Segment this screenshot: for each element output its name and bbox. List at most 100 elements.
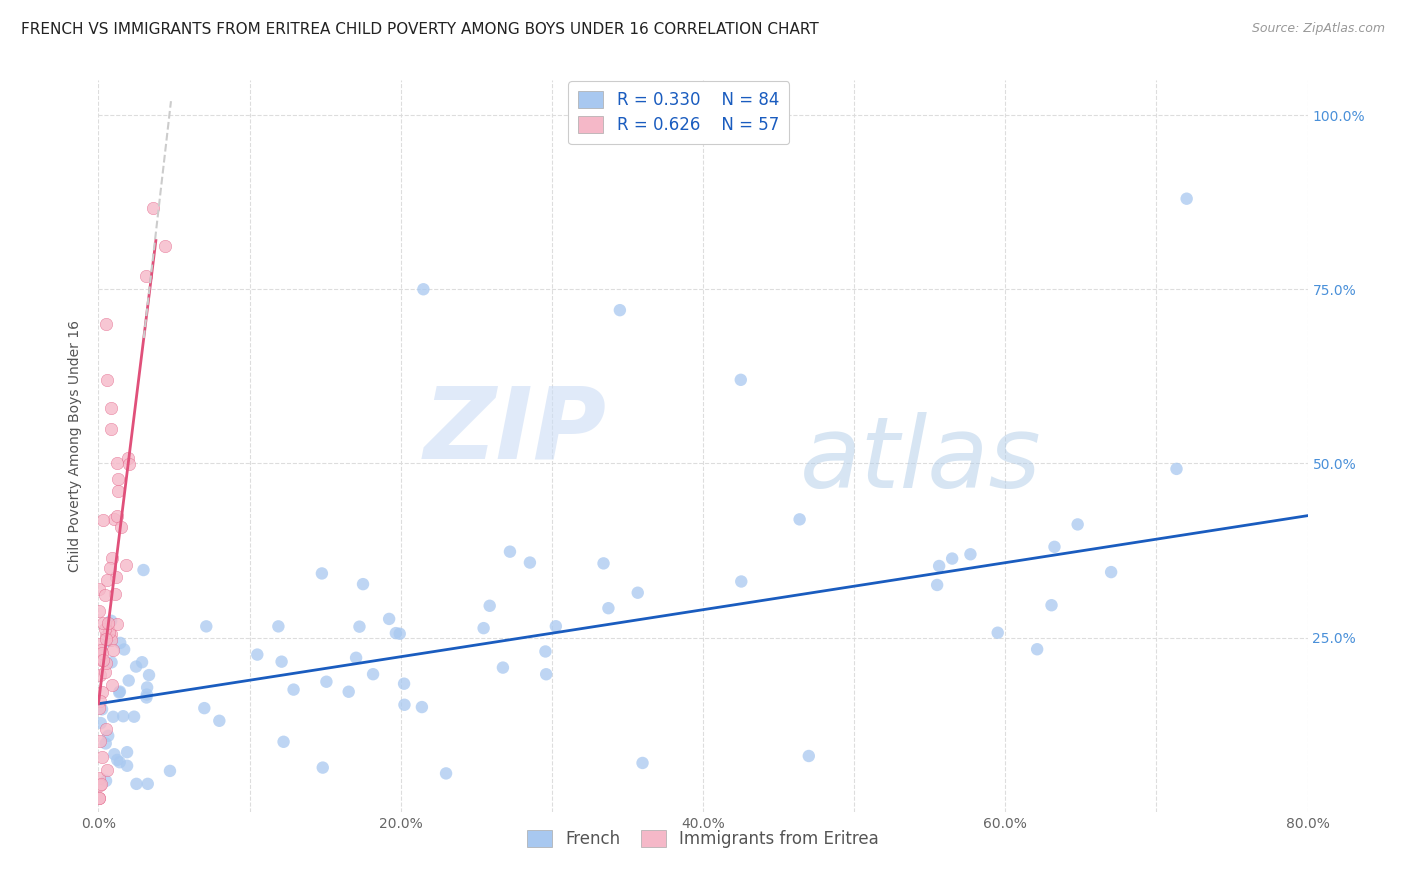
Point — [117, 451, 139, 466]
Point — [108, 685, 131, 699]
Point — [107, 484, 129, 499]
Point — [125, 777, 148, 791]
Point — [110, 636, 132, 650]
Point — [118, 673, 141, 688]
Point — [125, 659, 148, 673]
Text: atlas: atlas — [800, 412, 1042, 509]
Point — [98, 561, 121, 575]
Point — [108, 756, 131, 770]
Point — [941, 551, 963, 566]
Point — [267, 619, 290, 633]
Point — [1175, 192, 1198, 206]
Point — [135, 688, 157, 702]
Point — [797, 749, 820, 764]
Point — [544, 619, 567, 633]
Point — [1040, 598, 1063, 612]
Point — [96, 722, 118, 736]
Point — [195, 619, 218, 633]
Point — [122, 709, 145, 723]
Point — [97, 729, 120, 743]
Legend: French, Immigrants from Eritrea: French, Immigrants from Eritrea — [520, 823, 886, 855]
Point — [193, 701, 215, 715]
Point — [349, 620, 371, 634]
Point — [96, 763, 118, 777]
Point — [208, 714, 231, 728]
Point — [361, 667, 384, 681]
Point — [112, 642, 135, 657]
Point — [89, 771, 111, 785]
Point — [135, 690, 157, 705]
Point — [89, 790, 111, 805]
Point — [91, 702, 114, 716]
Point — [97, 634, 120, 648]
Point — [311, 566, 333, 581]
Point — [100, 614, 122, 628]
Point — [90, 646, 112, 660]
Point — [90, 642, 112, 657]
Point — [105, 616, 128, 631]
Point — [91, 615, 114, 630]
Point — [136, 681, 159, 695]
Point — [246, 648, 269, 662]
Point — [96, 373, 118, 387]
Point — [89, 668, 111, 682]
Point — [104, 587, 127, 601]
Point — [110, 520, 132, 534]
Point — [101, 710, 124, 724]
Point — [1066, 517, 1088, 532]
Point — [89, 701, 111, 715]
Point — [344, 650, 367, 665]
Point — [609, 303, 631, 318]
Point — [337, 684, 360, 698]
Point — [492, 660, 515, 674]
Point — [987, 625, 1010, 640]
Point — [534, 667, 557, 681]
Point — [89, 637, 111, 651]
Point — [90, 653, 112, 667]
Text: Source: ZipAtlas.com: Source: ZipAtlas.com — [1251, 22, 1385, 36]
Point — [142, 201, 165, 215]
Point — [107, 508, 129, 523]
Point — [270, 655, 292, 669]
Point — [959, 547, 981, 561]
Point — [385, 626, 408, 640]
Point — [283, 682, 305, 697]
Point — [1043, 540, 1066, 554]
Point — [100, 551, 122, 566]
Point — [394, 698, 416, 712]
Point — [730, 574, 752, 589]
Point — [94, 622, 117, 636]
Point — [115, 745, 138, 759]
Point — [90, 685, 112, 699]
Point — [273, 735, 295, 749]
Point — [159, 764, 181, 778]
Point — [1166, 462, 1188, 476]
Point — [90, 750, 112, 764]
Point — [155, 239, 177, 253]
Point — [388, 626, 411, 640]
Point — [627, 585, 650, 599]
Point — [89, 790, 111, 805]
Point — [114, 558, 136, 572]
Point — [101, 643, 124, 657]
Point — [789, 512, 811, 526]
Point — [94, 773, 117, 788]
Point — [100, 421, 122, 435]
Point — [352, 577, 374, 591]
Point — [412, 282, 434, 296]
Point — [392, 676, 415, 690]
Point — [108, 684, 131, 698]
Point — [97, 625, 120, 640]
Point — [97, 616, 120, 631]
Point — [1026, 642, 1049, 657]
Point — [100, 678, 122, 692]
Point — [135, 268, 157, 283]
Point — [94, 317, 117, 331]
Point — [100, 627, 122, 641]
Point — [378, 612, 401, 626]
Point — [89, 604, 111, 618]
Point — [631, 756, 654, 770]
Text: FRENCH VS IMMIGRANTS FROM ERITREA CHILD POVERTY AMONG BOYS UNDER 16 CORRELATION : FRENCH VS IMMIGRANTS FROM ERITREA CHILD … — [21, 22, 818, 37]
Point — [1099, 565, 1122, 579]
Point — [94, 657, 117, 671]
